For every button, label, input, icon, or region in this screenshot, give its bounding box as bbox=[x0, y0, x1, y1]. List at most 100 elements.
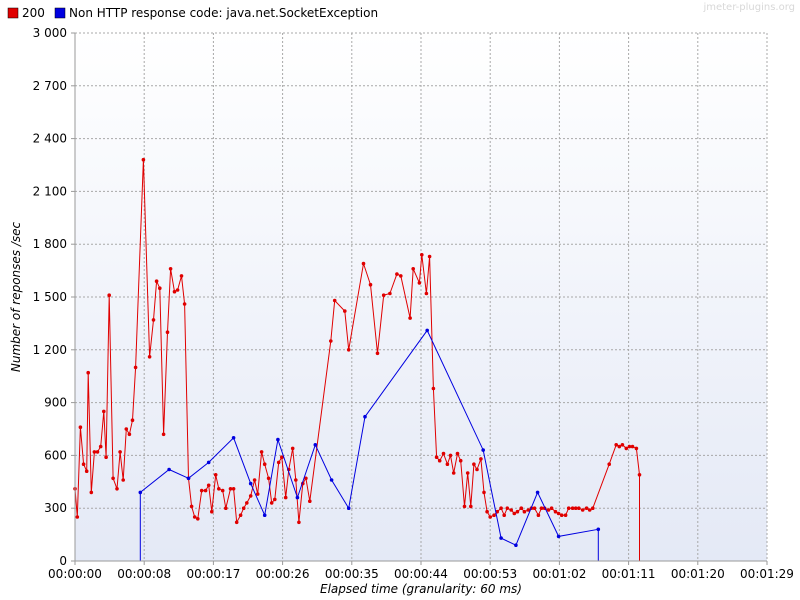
data-point bbox=[587, 508, 592, 512]
data-point bbox=[458, 458, 463, 463]
data-point bbox=[167, 467, 171, 472]
data-point bbox=[89, 490, 94, 495]
data-point bbox=[220, 488, 225, 493]
data-point bbox=[469, 504, 473, 509]
data-point bbox=[124, 427, 129, 431]
data-point bbox=[262, 513, 267, 517]
legend: 200 Non HTTP response code: java.net.Soc… bbox=[7, 6, 378, 20]
data-point bbox=[556, 534, 561, 539]
data-point bbox=[485, 509, 489, 514]
data-point bbox=[479, 457, 483, 461]
data-point bbox=[573, 506, 578, 511]
data-point bbox=[179, 274, 184, 278]
data-point bbox=[313, 443, 318, 447]
data-point bbox=[165, 330, 170, 335]
data-point bbox=[519, 506, 524, 511]
data-point bbox=[346, 348, 351, 352]
data-point bbox=[455, 451, 460, 456]
data-point bbox=[617, 444, 622, 449]
data-point bbox=[448, 453, 453, 458]
data-point bbox=[158, 286, 162, 291]
data-point bbox=[427, 254, 432, 259]
data-point bbox=[346, 506, 351, 511]
data-point bbox=[248, 494, 253, 498]
data-point bbox=[172, 289, 177, 294]
data-point bbox=[283, 495, 288, 500]
data-point bbox=[290, 446, 295, 451]
y-tick-label: 900 bbox=[44, 396, 67, 410]
data-point bbox=[280, 455, 284, 460]
data-point bbox=[535, 490, 540, 495]
x-tick-label: 00:01:11 bbox=[602, 567, 656, 581]
data-point bbox=[111, 476, 115, 481]
x-tick-label: 00:01:29 bbox=[740, 567, 794, 581]
legend-label-socket-exception: Non HTTP response code: java.net.SocketE… bbox=[69, 6, 378, 20]
data-point bbox=[118, 450, 122, 454]
data-point bbox=[399, 274, 403, 278]
data-point bbox=[482, 490, 486, 495]
data-point bbox=[98, 444, 103, 449]
data-point bbox=[462, 504, 467, 509]
x-tick-label: 00:00:26 bbox=[256, 567, 310, 581]
data-point bbox=[556, 511, 561, 516]
data-point bbox=[361, 261, 366, 266]
data-point bbox=[566, 506, 571, 511]
data-point bbox=[472, 462, 476, 467]
data-point bbox=[539, 506, 544, 511]
data-point bbox=[102, 409, 106, 414]
y-tick-label: 600 bbox=[44, 448, 67, 462]
data-point bbox=[78, 425, 83, 430]
data-point bbox=[245, 501, 249, 505]
data-point bbox=[546, 508, 551, 512]
data-point bbox=[381, 293, 386, 298]
data-point bbox=[522, 509, 527, 514]
data-point bbox=[238, 513, 243, 517]
y-tick-label: 2 400 bbox=[33, 132, 67, 146]
data-point bbox=[465, 471, 470, 475]
y-tick-label: 0 bbox=[59, 554, 67, 568]
series-group bbox=[73, 157, 642, 561]
data-point bbox=[591, 506, 595, 511]
data-point bbox=[363, 414, 367, 419]
data-point bbox=[563, 513, 568, 517]
data-point bbox=[295, 495, 300, 500]
data-point bbox=[192, 515, 197, 519]
data-point bbox=[182, 302, 187, 306]
data-point bbox=[133, 365, 138, 370]
data-point bbox=[502, 513, 507, 517]
y-axis-title: Number of reponses /sec bbox=[9, 221, 23, 372]
legend-swatch-socket-exception bbox=[54, 7, 66, 19]
x-tick-label: 00:00:08 bbox=[117, 567, 171, 581]
data-point bbox=[231, 487, 236, 491]
data-point bbox=[269, 501, 274, 505]
y-tick-label: 3 000 bbox=[33, 26, 67, 40]
x-axis-title: Elapsed time (granularity: 60 ms) bbox=[320, 582, 522, 596]
data-point bbox=[488, 515, 493, 519]
data-point bbox=[437, 458, 442, 463]
data-point bbox=[252, 478, 257, 482]
data-point bbox=[199, 488, 204, 493]
data-point bbox=[304, 476, 308, 481]
data-point bbox=[186, 476, 191, 481]
y-tick-label: 1 800 bbox=[33, 237, 67, 251]
x-tick-label: 00:00:17 bbox=[186, 567, 240, 581]
data-point bbox=[121, 478, 125, 482]
data-point bbox=[107, 293, 111, 298]
data-point bbox=[514, 543, 518, 547]
data-point bbox=[255, 492, 260, 496]
data-point bbox=[580, 508, 585, 512]
data-point bbox=[228, 487, 233, 491]
x-tick-label: 00:00:35 bbox=[325, 567, 379, 581]
grid bbox=[75, 32, 768, 561]
data-point bbox=[168, 267, 173, 271]
data-point bbox=[104, 455, 108, 460]
data-point bbox=[411, 267, 416, 271]
data-point bbox=[614, 443, 618, 447]
y-tick-label: 2 100 bbox=[33, 184, 67, 198]
data-point bbox=[584, 506, 589, 511]
data-point bbox=[577, 506, 581, 511]
data-point bbox=[259, 450, 264, 454]
data-point bbox=[210, 509, 214, 514]
